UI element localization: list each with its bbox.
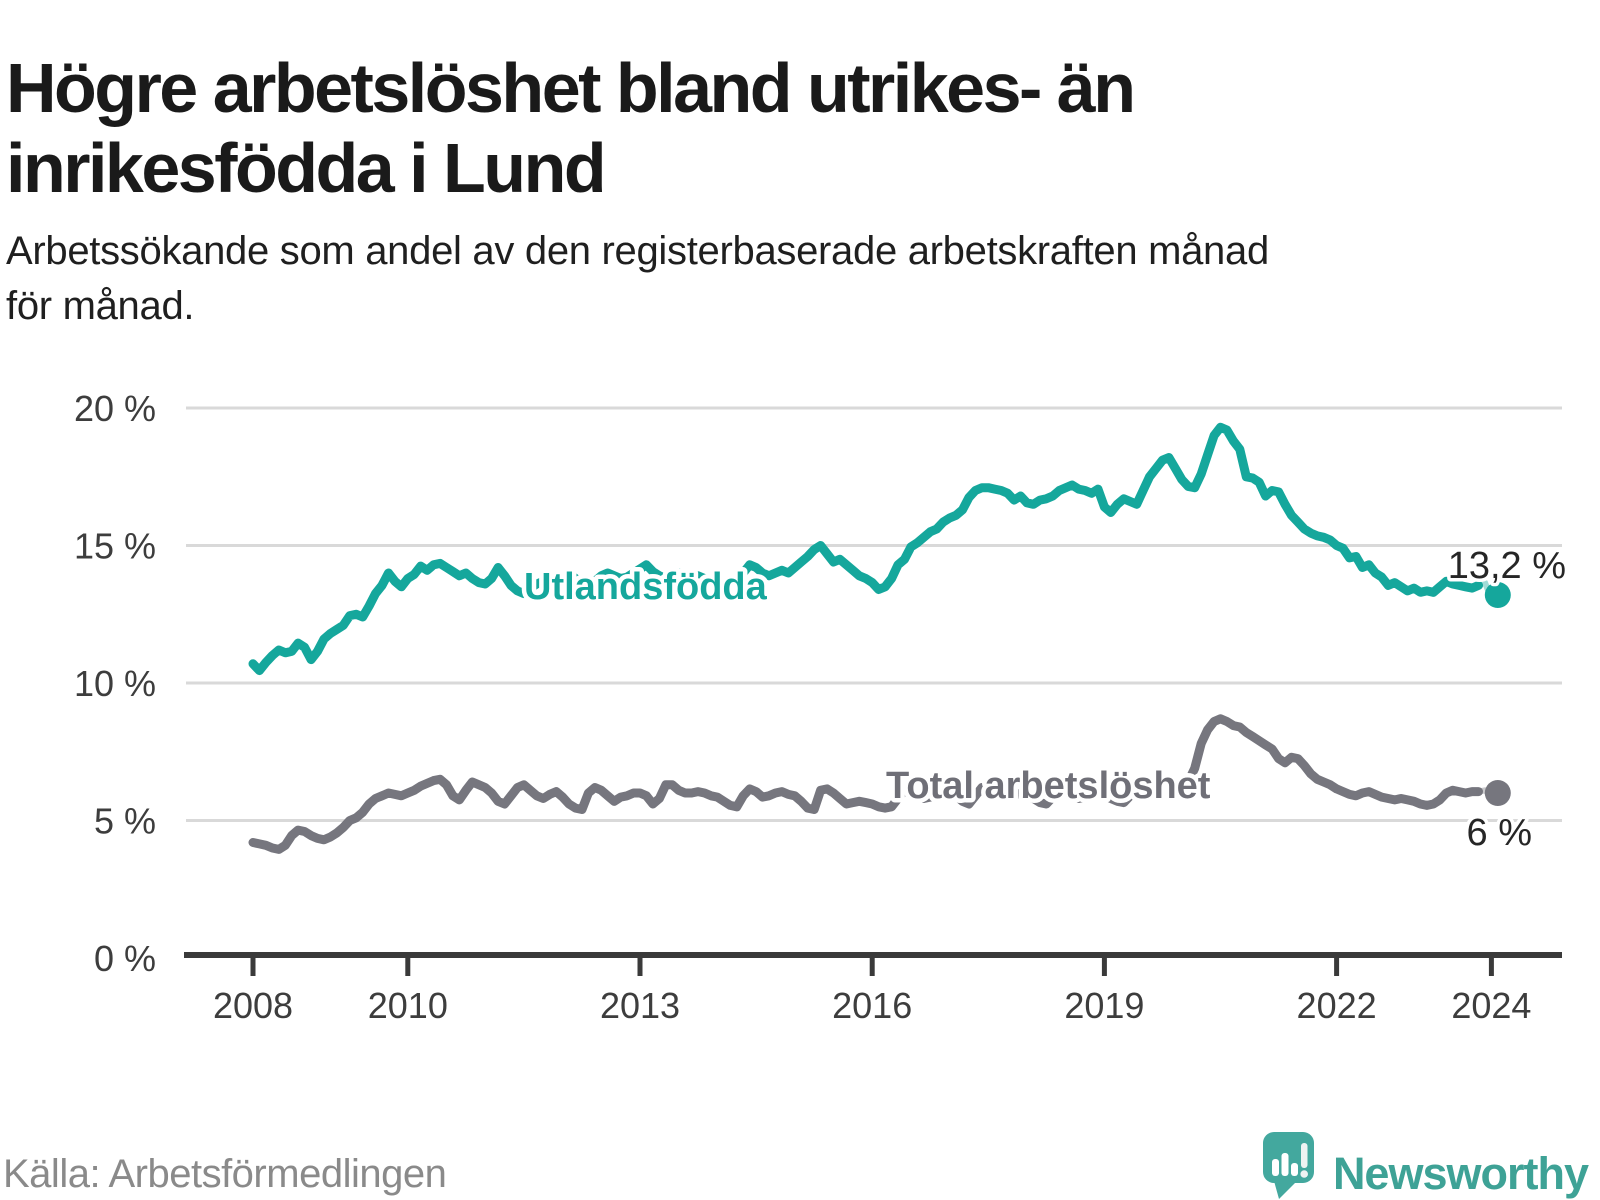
y-tick-label: 20 % <box>74 388 156 429</box>
x-tick-label: 2019 <box>1064 985 1144 1026</box>
end-dot <box>1484 582 1511 608</box>
x-tick-label: 2016 <box>832 985 912 1026</box>
newsworthy-brand: Newsworthy <box>1261 1130 1589 1200</box>
x-tick-label: 2022 <box>1297 985 1377 1026</box>
page-title: Högre arbetslöshet bland utrikes- än inr… <box>6 48 1136 207</box>
x-tick-label: 2008 <box>213 985 293 1026</box>
series-label-total-arbetsloshet: Total arbetslöshet <box>886 765 1211 807</box>
data-line <box>248 422 1483 676</box>
newsworthy-logo-text: Newsworthy <box>1332 1148 1589 1199</box>
series-label-utlandsfodda: Utlandsfödda <box>524 566 768 608</box>
page-subtitle: Arbetssökande som andel av den registerb… <box>6 229 1269 329</box>
x-tick-label: 2010 <box>368 985 448 1026</box>
y-tick-label: 0 % <box>94 938 156 979</box>
end-dot <box>1484 780 1511 806</box>
data-line <box>248 714 1483 854</box>
chart-plot-area: 0 % 5 % 10 % 15 % 20 % 2008 2010 2013 2016 2019 20… <box>74 388 1562 1026</box>
end-value-label-total: 6 % <box>1467 812 1532 854</box>
y-tick-label: 10 % <box>74 663 156 704</box>
x-tick-label: 2013 <box>600 985 680 1026</box>
y-tick-label: 15 % <box>74 526 156 567</box>
y-tick-label: 5 % <box>94 801 156 842</box>
source-note: Källa: Arbetsförmedlingen <box>3 1152 447 1196</box>
end-value-label-utlandsfodda: 13,2 % <box>1448 545 1566 587</box>
x-tick-label: 2024 <box>1451 985 1531 1026</box>
newsworthy-logo-icon <box>1262 1132 1314 1199</box>
